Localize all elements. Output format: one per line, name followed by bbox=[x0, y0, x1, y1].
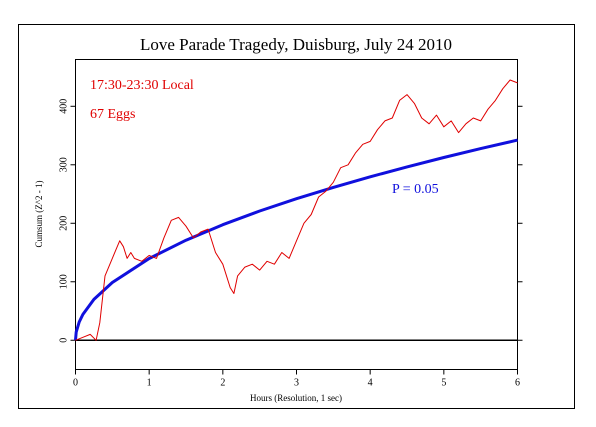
y-tick-label: 0 bbox=[59, 338, 70, 343]
x-axis-label: Hours (Resolution, 1 sec) bbox=[250, 393, 342, 403]
series-layer bbox=[74, 79, 518, 342]
y-axis-label: Cumsum (Z^2 - 1) bbox=[34, 181, 44, 248]
y-tick-label: 400 bbox=[59, 99, 70, 114]
x-tick-label: 0 bbox=[73, 378, 78, 389]
outer-frame bbox=[18, 24, 575, 409]
significance-envelope-line bbox=[74, 138, 518, 341]
plot-area-frame bbox=[75, 59, 518, 370]
eggs-count-annotation: 67 Eggs bbox=[90, 107, 136, 122]
x-tick-label: 5 bbox=[441, 378, 446, 389]
x-tick-label: 4 bbox=[368, 378, 373, 389]
axis-ticks: 0 1 2 3 4 5 6 0 100 200 300 400 bbox=[59, 99, 523, 389]
y-tick-label: 100 bbox=[59, 274, 70, 289]
cumsum-line bbox=[75, 79, 518, 341]
x-tick-label: 6 bbox=[515, 378, 520, 389]
probability-annotation: P = 0.05 bbox=[392, 182, 439, 197]
x-tick-label: 2 bbox=[220, 378, 225, 389]
y-tick-label: 200 bbox=[59, 216, 70, 231]
x-tick-label: 3 bbox=[294, 378, 299, 389]
x-tick-label: 1 bbox=[147, 378, 152, 389]
chart-title: Love Parade Tragedy, Duisburg, July 24 2… bbox=[140, 35, 452, 54]
time-range-annotation: 17:30-23:30 Local bbox=[90, 78, 194, 93]
y-tick-label: 300 bbox=[59, 157, 70, 172]
